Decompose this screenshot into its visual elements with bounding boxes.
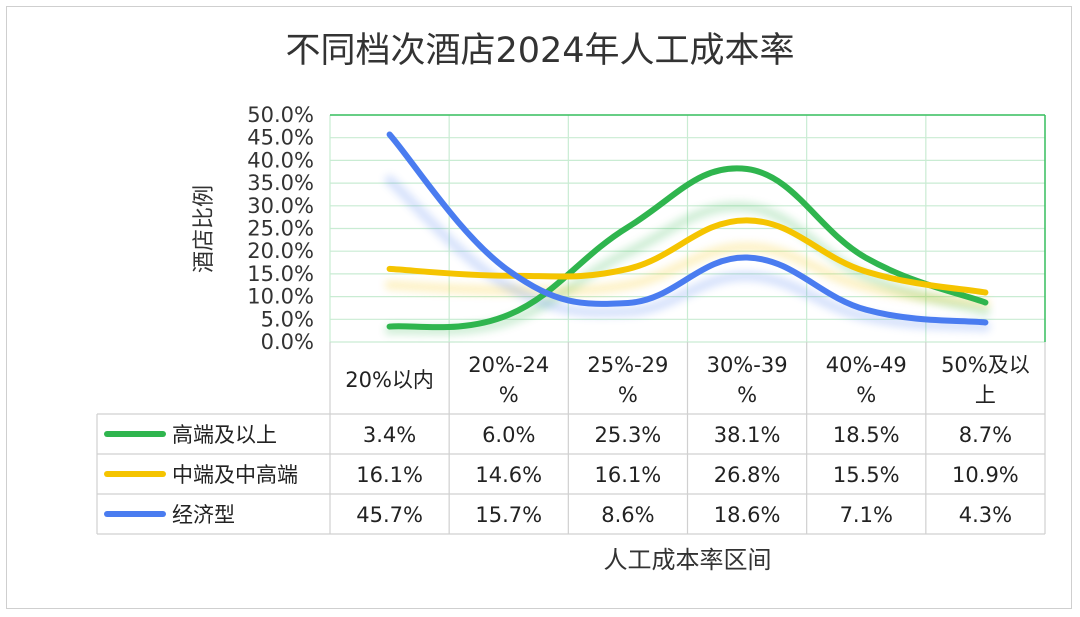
data-label: 14.6% [475, 463, 542, 487]
y-axis-ticks: 0.0%5.0%10.0%15.0%20.0%25.0%30.0%35.0%40… [247, 103, 314, 354]
data-label: 4.3% [959, 503, 1012, 527]
data-label: 10.9% [952, 463, 1019, 487]
data-label: 6.0% [482, 423, 535, 447]
data-label: 38.1% [714, 423, 781, 447]
data-label: 8.7% [959, 423, 1012, 447]
y-tick-label: 20.0% [247, 239, 314, 263]
category-label: % [499, 383, 519, 407]
category-label: 20%以内 [345, 368, 434, 392]
category-label: 25%-29 [587, 353, 668, 377]
series-line [386, 131, 989, 326]
data-label: 18.5% [833, 423, 900, 447]
category-label: 50%及以 [941, 353, 1030, 377]
data-label: 15.5% [833, 463, 900, 487]
x-axis-label: 人工成本率区间 [603, 546, 772, 574]
series-shadows [384, 175, 991, 336]
category-label: 20%-24 [468, 353, 549, 377]
category-label: 30%-39 [707, 353, 788, 377]
data-table: 20%以内 20%-24% 25%-29% 30%-39% 40%-49% 50%及以上高… [96, 342, 1046, 535]
data-label: 3.4% [363, 423, 416, 447]
chart-title: 不同档次酒店2024年人工成本率 [285, 31, 795, 71]
y-tick-label: 25.0% [247, 217, 314, 241]
y-tick-label: 40.0% [247, 148, 314, 172]
data-label: 26.8% [714, 463, 781, 487]
category-label: 上 [975, 383, 996, 407]
y-tick-label: 5.0% [261, 307, 314, 331]
data-label: 45.7% [356, 503, 423, 527]
series-lines [386, 131, 989, 331]
category-label: % [618, 383, 638, 407]
legend-label: 经济型 [172, 503, 235, 527]
y-tick-label: 30.0% [247, 194, 314, 218]
category-label: 40%-49 [826, 353, 907, 377]
data-label: 8.6% [601, 503, 654, 527]
legend-label: 中端及中高端 [172, 463, 298, 487]
series-shadow [384, 175, 991, 332]
category-label: % [856, 383, 876, 407]
y-tick-label: 15.0% [247, 262, 314, 286]
data-label: 18.6% [714, 503, 781, 527]
data-label: 16.1% [356, 463, 423, 487]
y-tick-label: 35.0% [247, 171, 314, 195]
data-label: 25.3% [595, 423, 662, 447]
data-label: 15.7% [475, 503, 542, 527]
series-line [386, 165, 989, 331]
series-shadow [384, 201, 991, 336]
y-tick-label: 50.0% [247, 103, 314, 127]
series-line [386, 217, 989, 296]
y-tick-label: 45.0% [247, 126, 314, 150]
data-label: 7.1% [840, 503, 893, 527]
series-shadow [384, 242, 991, 309]
y-tick-label: 0.0% [261, 330, 314, 354]
category-label: % [737, 383, 757, 407]
legend-label: 高端及以上 [172, 423, 277, 447]
data-label: 16.1% [595, 463, 662, 487]
y-tick-label: 10.0% [247, 285, 314, 309]
